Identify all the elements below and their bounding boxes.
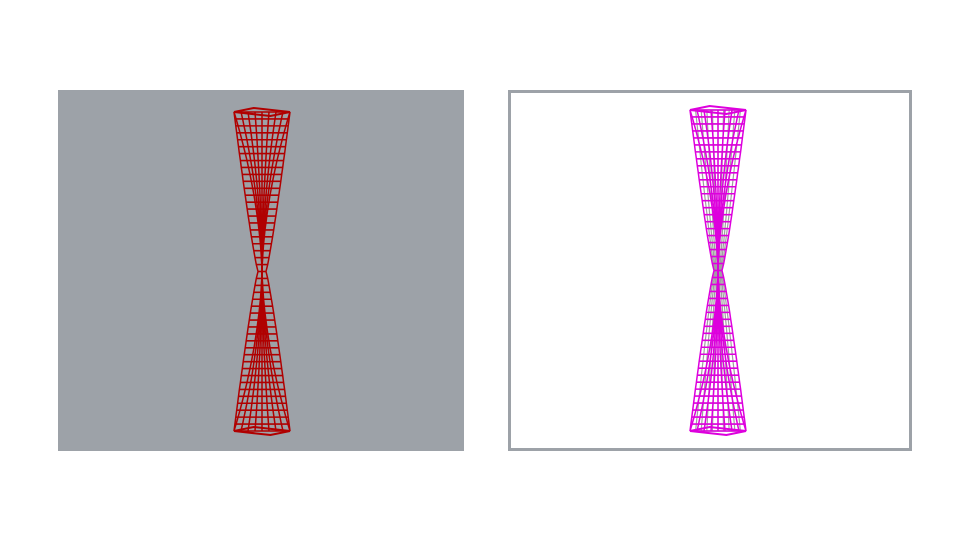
tower-facade-edge	[233, 111, 259, 432]
tower-bottom-cap	[689, 425, 747, 437]
twisted-tower-wireframe-magenta	[689, 104, 747, 437]
twisted-tower-wireframe-red	[233, 106, 291, 437]
viewport-left-gray[interactable]	[58, 90, 464, 451]
tower-bottom-cap	[233, 425, 291, 437]
viewport-right-framed[interactable]	[508, 90, 912, 451]
tower-facade-edge	[265, 111, 291, 432]
tower-top-cap	[233, 106, 291, 118]
tower-top-cap	[689, 104, 747, 116]
tower-facade-edge	[689, 109, 715, 432]
tower-facade-edge	[721, 109, 747, 432]
